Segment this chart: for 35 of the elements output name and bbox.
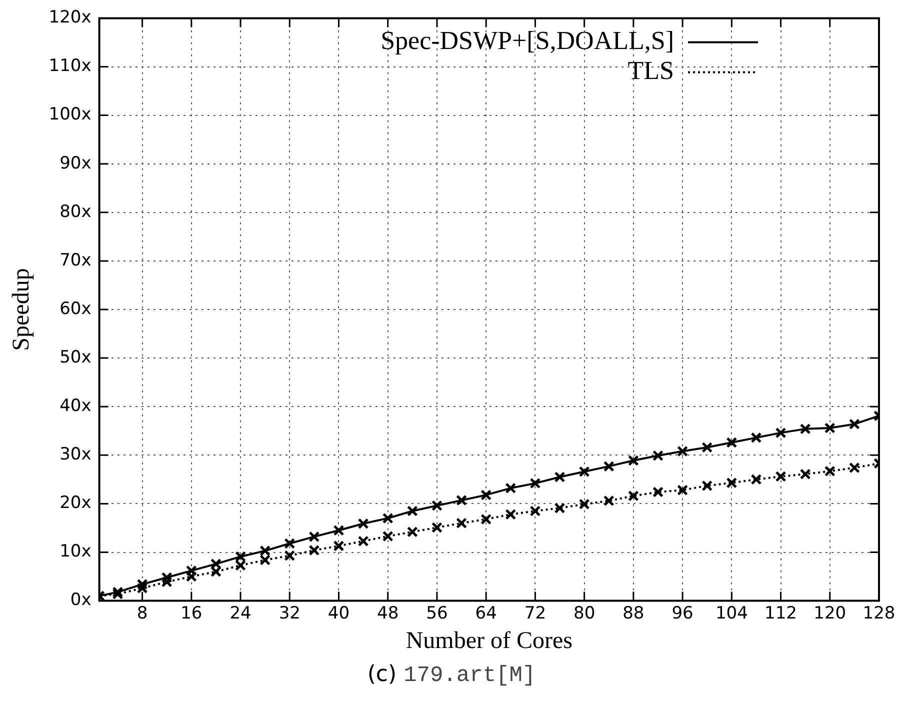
y-tick-label: 60x xyxy=(60,298,92,319)
y-tick-label: 120x xyxy=(48,8,92,28)
y-axis-title: Speedup xyxy=(8,268,35,351)
x-tick-label: 104 xyxy=(715,603,748,624)
y-tick-label: 90x xyxy=(60,153,92,174)
x-tick-label: 16 xyxy=(180,603,202,624)
legend-label: Spec-DSWP+[S,DOALL,S] xyxy=(380,26,674,56)
x-tick-label: 128 xyxy=(862,603,896,624)
y-tick-label: 80x xyxy=(60,202,92,222)
x-axis-title: Number of Cores xyxy=(406,628,572,654)
x-tick-label: 8 xyxy=(136,603,148,624)
x-tick-label: 48 xyxy=(377,603,399,624)
x-tick-label: 40 xyxy=(328,603,350,624)
text: (c) xyxy=(367,662,398,687)
x-tick-label: 64 xyxy=(475,603,497,624)
text: 179.art[M] xyxy=(404,663,536,688)
y-tick-label: 20x xyxy=(60,493,92,514)
y-tick-label: 110x xyxy=(48,56,92,76)
y-tick-label: 30x xyxy=(60,444,92,465)
legend-label: TLS xyxy=(628,56,674,86)
y-tick-label: 40x xyxy=(60,396,92,416)
x-tick-label: 112 xyxy=(764,603,797,624)
y-tick-label: 70x xyxy=(60,250,92,270)
x-tick-label: 32 xyxy=(278,603,300,624)
x-tick-label: 96 xyxy=(672,603,694,624)
x-tick-label: 24 xyxy=(230,603,252,624)
x-tick-label: 72 xyxy=(524,603,546,624)
y-tick-label: 0x xyxy=(70,590,92,610)
y-tick-label: 10x xyxy=(60,542,92,562)
x-tick-label: 120 xyxy=(814,603,846,624)
x-tick-label: 56 xyxy=(426,603,448,624)
x-tick-label: 88 xyxy=(622,603,644,624)
y-tick-label: 100x xyxy=(48,104,92,125)
x-tick-label: 80 xyxy=(573,603,596,624)
y-tick-label: 50x xyxy=(60,347,92,368)
